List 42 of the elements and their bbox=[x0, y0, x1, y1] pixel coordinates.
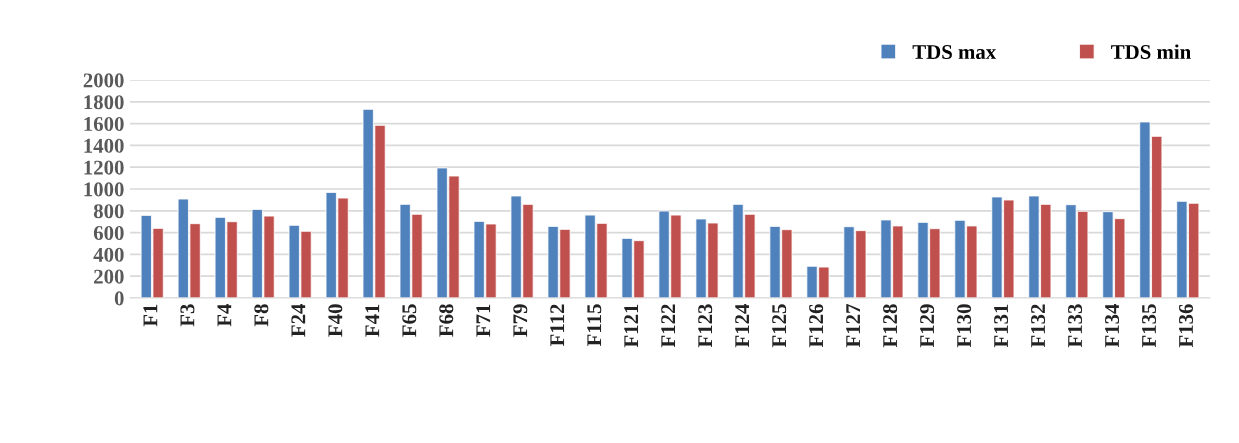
x-tick-label: F122 bbox=[661, 304, 676, 348]
x-tick-label: F135 bbox=[1142, 304, 1157, 348]
x-tick-label: F129 bbox=[920, 304, 935, 348]
x-tick-label: F41 bbox=[365, 304, 380, 337]
y-tick-label: 400 bbox=[93, 247, 124, 262]
x-tick-label: F24 bbox=[291, 303, 306, 337]
x-tick-label: F68 bbox=[439, 304, 454, 337]
y-tick-label: 2000 bbox=[83, 73, 124, 88]
x-tick-label: F124 bbox=[735, 303, 749, 348]
x-tick-label: F128 bbox=[883, 304, 898, 348]
x-tick-label: F79 bbox=[513, 304, 528, 337]
y-tick-label: 1400 bbox=[84, 138, 124, 153]
x-tick-label: F115 bbox=[587, 304, 602, 347]
x-tick-label: F127 bbox=[846, 304, 860, 348]
x-tick-label: F134 bbox=[1105, 303, 1120, 348]
y-tick-label: 200 bbox=[94, 269, 124, 284]
x-tick-label: F136 bbox=[1179, 304, 1194, 348]
x-tick-label: F123 bbox=[698, 304, 713, 348]
x-tick-label: F126 bbox=[809, 304, 824, 348]
x-tick-label: F121 bbox=[624, 304, 639, 348]
legend-label: TDS max bbox=[912, 45, 997, 60]
x-tick-label: F65 bbox=[402, 304, 417, 337]
y-tick-label: 1000 bbox=[84, 182, 124, 197]
x-tick-label: F131 bbox=[994, 304, 1009, 348]
x-tick-label: F40 bbox=[328, 304, 343, 337]
x-tick-label: F130 bbox=[957, 304, 972, 348]
y-tick-label: 1600 bbox=[84, 116, 124, 132]
y-tick-label: 600 bbox=[93, 225, 124, 241]
x-tick-label: F4 bbox=[217, 303, 232, 327]
x-tick-label: F3 bbox=[180, 304, 195, 327]
x-tick-label: F125 bbox=[772, 304, 787, 348]
x-tick-label: F8 bbox=[254, 304, 269, 327]
y-tick-label: 800 bbox=[93, 204, 124, 219]
x-tick-label: F71 bbox=[476, 304, 491, 337]
x-tick-label: F112 bbox=[550, 304, 565, 347]
x-tick-label: F132 bbox=[1031, 304, 1046, 348]
y-tick-label: 0 bbox=[114, 291, 124, 306]
y-tick-label: 1800 bbox=[84, 95, 124, 110]
y-tick-label: 1200 bbox=[84, 160, 124, 175]
legend-label: TDS min bbox=[1111, 44, 1191, 60]
x-tick-label: F133 bbox=[1068, 304, 1083, 348]
x-tick-label: F1 bbox=[143, 304, 158, 327]
